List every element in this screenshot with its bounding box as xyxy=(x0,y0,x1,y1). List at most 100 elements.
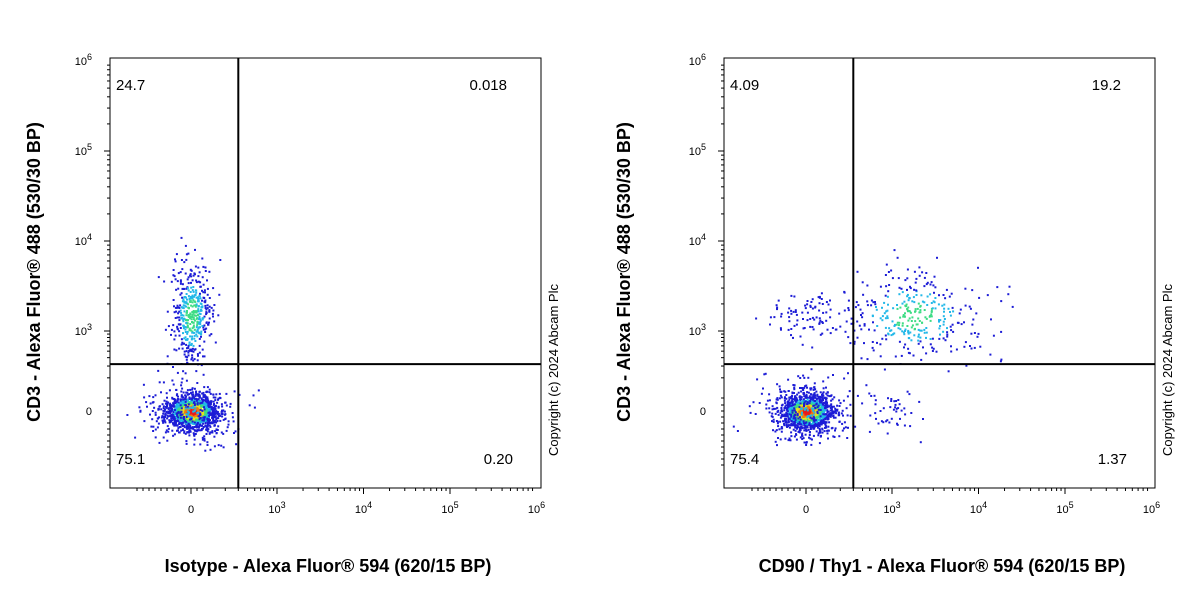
event-dot xyxy=(210,431,213,434)
event-dot xyxy=(790,420,793,423)
event-dot xyxy=(830,403,833,406)
event-dot xyxy=(918,311,921,314)
event-dot xyxy=(203,394,206,397)
event-dot xyxy=(181,387,184,390)
event-dot xyxy=(818,309,821,312)
event-dot xyxy=(812,401,815,404)
event-dot xyxy=(802,398,805,401)
event-dot xyxy=(214,341,217,344)
event-dot xyxy=(186,298,188,301)
event-dot xyxy=(818,302,821,305)
event-dot xyxy=(191,387,194,390)
event-dot xyxy=(824,404,827,407)
event-dot xyxy=(184,328,187,331)
event-dot xyxy=(872,321,874,324)
event-dot xyxy=(805,407,808,410)
event-dot xyxy=(181,422,184,425)
event-dot xyxy=(925,352,928,355)
event-dot xyxy=(885,338,888,341)
event-dot xyxy=(204,420,207,422)
event-dot xyxy=(204,449,207,452)
event-dot xyxy=(210,412,213,415)
event-dot xyxy=(199,429,202,432)
event-dot xyxy=(807,417,810,420)
event-dot xyxy=(795,426,798,429)
event-dot xyxy=(194,273,196,276)
event-dot xyxy=(185,322,188,324)
event-dot xyxy=(203,399,206,402)
event-dot xyxy=(762,387,764,390)
event-dot xyxy=(176,419,179,422)
event-dot xyxy=(203,439,206,442)
event-dot xyxy=(887,397,889,400)
event-dot xyxy=(910,412,913,414)
event-dot xyxy=(776,406,779,409)
event-dot xyxy=(209,409,212,412)
event-dot xyxy=(181,314,184,317)
event-dot xyxy=(896,321,899,324)
event-dot xyxy=(186,287,189,290)
event-dot xyxy=(205,327,208,330)
event-dot xyxy=(218,293,221,296)
event-dot xyxy=(174,424,176,426)
event-dot xyxy=(209,413,212,416)
event-dot xyxy=(196,408,199,411)
event-dot xyxy=(213,403,215,405)
event-dot xyxy=(197,310,200,313)
quadrant-upper-right-label: 0.018 xyxy=(469,77,507,94)
event-dot xyxy=(806,386,808,389)
event-dot xyxy=(797,375,800,378)
event-dot xyxy=(192,410,195,413)
event-dot xyxy=(211,409,214,412)
event-dot xyxy=(213,320,216,323)
event-dot xyxy=(185,416,188,418)
event-dot xyxy=(802,422,805,425)
event-dot xyxy=(788,396,791,399)
event-dot xyxy=(197,298,200,300)
event-dot xyxy=(811,422,814,425)
event-dot xyxy=(894,355,897,358)
event-dot xyxy=(215,432,218,434)
event-dot xyxy=(818,412,821,415)
event-dot xyxy=(828,415,831,418)
event-dot xyxy=(198,419,201,422)
event-dot xyxy=(185,287,188,290)
event-dot xyxy=(802,411,805,414)
event-dot xyxy=(813,423,816,426)
event-dot xyxy=(193,434,196,437)
event-dot xyxy=(183,418,186,421)
event-dot xyxy=(899,306,902,309)
event-dot xyxy=(157,417,159,420)
event-dot xyxy=(945,288,948,291)
event-dot xyxy=(807,428,810,431)
event-dot xyxy=(826,429,829,432)
event-dot xyxy=(875,306,877,308)
event-dot xyxy=(897,407,900,410)
event-dot xyxy=(187,252,190,255)
event-dot xyxy=(199,292,201,295)
event-dot xyxy=(874,399,877,402)
event-dot xyxy=(949,325,952,328)
event-dot xyxy=(926,295,929,298)
event-dot xyxy=(870,299,873,302)
event-dot xyxy=(826,328,829,331)
event-dot xyxy=(222,409,225,412)
event-dot xyxy=(182,304,185,307)
event-dot xyxy=(921,300,924,303)
event-dot xyxy=(802,389,805,391)
event-dot xyxy=(200,429,203,432)
event-dot xyxy=(177,312,180,315)
event-dot xyxy=(816,400,819,403)
event-dot xyxy=(184,244,187,247)
event-dot xyxy=(212,419,215,422)
event-dot xyxy=(201,400,204,403)
event-dot xyxy=(175,404,178,407)
event-dot xyxy=(196,406,199,408)
x-tick-label: 103 xyxy=(883,500,900,516)
event-dot xyxy=(797,416,800,418)
event-dot xyxy=(843,309,846,312)
event-dot xyxy=(172,415,175,418)
event-dot xyxy=(796,418,799,421)
event-dot xyxy=(803,386,806,389)
event-dot xyxy=(801,432,804,435)
